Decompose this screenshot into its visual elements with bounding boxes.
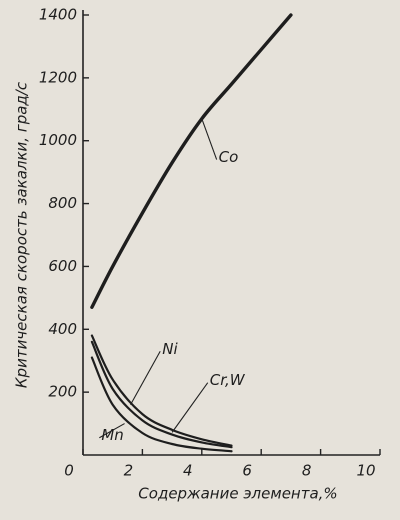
label-leader xyxy=(99,423,125,439)
line-series xyxy=(90,334,233,447)
series-label: Co xyxy=(219,148,239,166)
y-tick-label: 1400 xyxy=(39,6,77,24)
y-tick-label: 200 xyxy=(48,383,77,401)
line-series xyxy=(90,356,233,453)
label-leader xyxy=(130,351,161,405)
line-series xyxy=(90,13,293,309)
y-tick-label: 1200 xyxy=(39,68,77,86)
y-tick-label: 1000 xyxy=(39,131,77,149)
y-tick-label: 800 xyxy=(48,194,77,212)
label-leader xyxy=(201,118,218,160)
x-tick-label: 0 xyxy=(64,462,74,480)
label-leader xyxy=(171,382,209,433)
y-tick-label: 400 xyxy=(48,320,77,338)
x-tick-label: 8 xyxy=(302,462,312,480)
series-label: Ni xyxy=(162,340,178,358)
x-tick-label: 2 xyxy=(124,462,134,480)
x-tick-label: 4 xyxy=(183,462,193,480)
series-label: Cr,W xyxy=(210,371,246,389)
x-tick-label: 10 xyxy=(356,462,375,480)
x-tick-label: 6 xyxy=(242,462,252,480)
series-label: Mn xyxy=(101,426,123,444)
x-axis-label: Содержание элемента,% xyxy=(138,485,337,503)
line-series xyxy=(90,340,233,449)
y-axis-label: Критическая скорость закалки, град/с xyxy=(13,81,31,388)
y-tick-label: 600 xyxy=(48,257,77,275)
